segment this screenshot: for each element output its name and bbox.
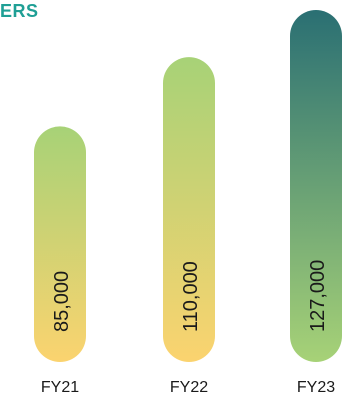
category-label-fy22: FY22 bbox=[170, 379, 208, 396]
category-label-fy23: FY23 bbox=[297, 379, 335, 396]
value-labels-group: 85,000 110,000 127,000 bbox=[51, 260, 329, 332]
value-label-fy22: 110,000 bbox=[180, 261, 202, 332]
bar-fy23 bbox=[290, 10, 342, 362]
value-label-fy23: 127,000 bbox=[307, 260, 329, 332]
bar-fy22 bbox=[163, 57, 215, 363]
category-label-fy21: FY21 bbox=[41, 379, 79, 396]
bar-fy21 bbox=[34, 126, 86, 362]
value-label-fy21: 85,000 bbox=[51, 271, 73, 332]
bars-group bbox=[34, 10, 342, 363]
category-labels-group: FY21 FY22 FY23 bbox=[41, 379, 335, 396]
chart-title: ERS bbox=[0, 1, 39, 21]
